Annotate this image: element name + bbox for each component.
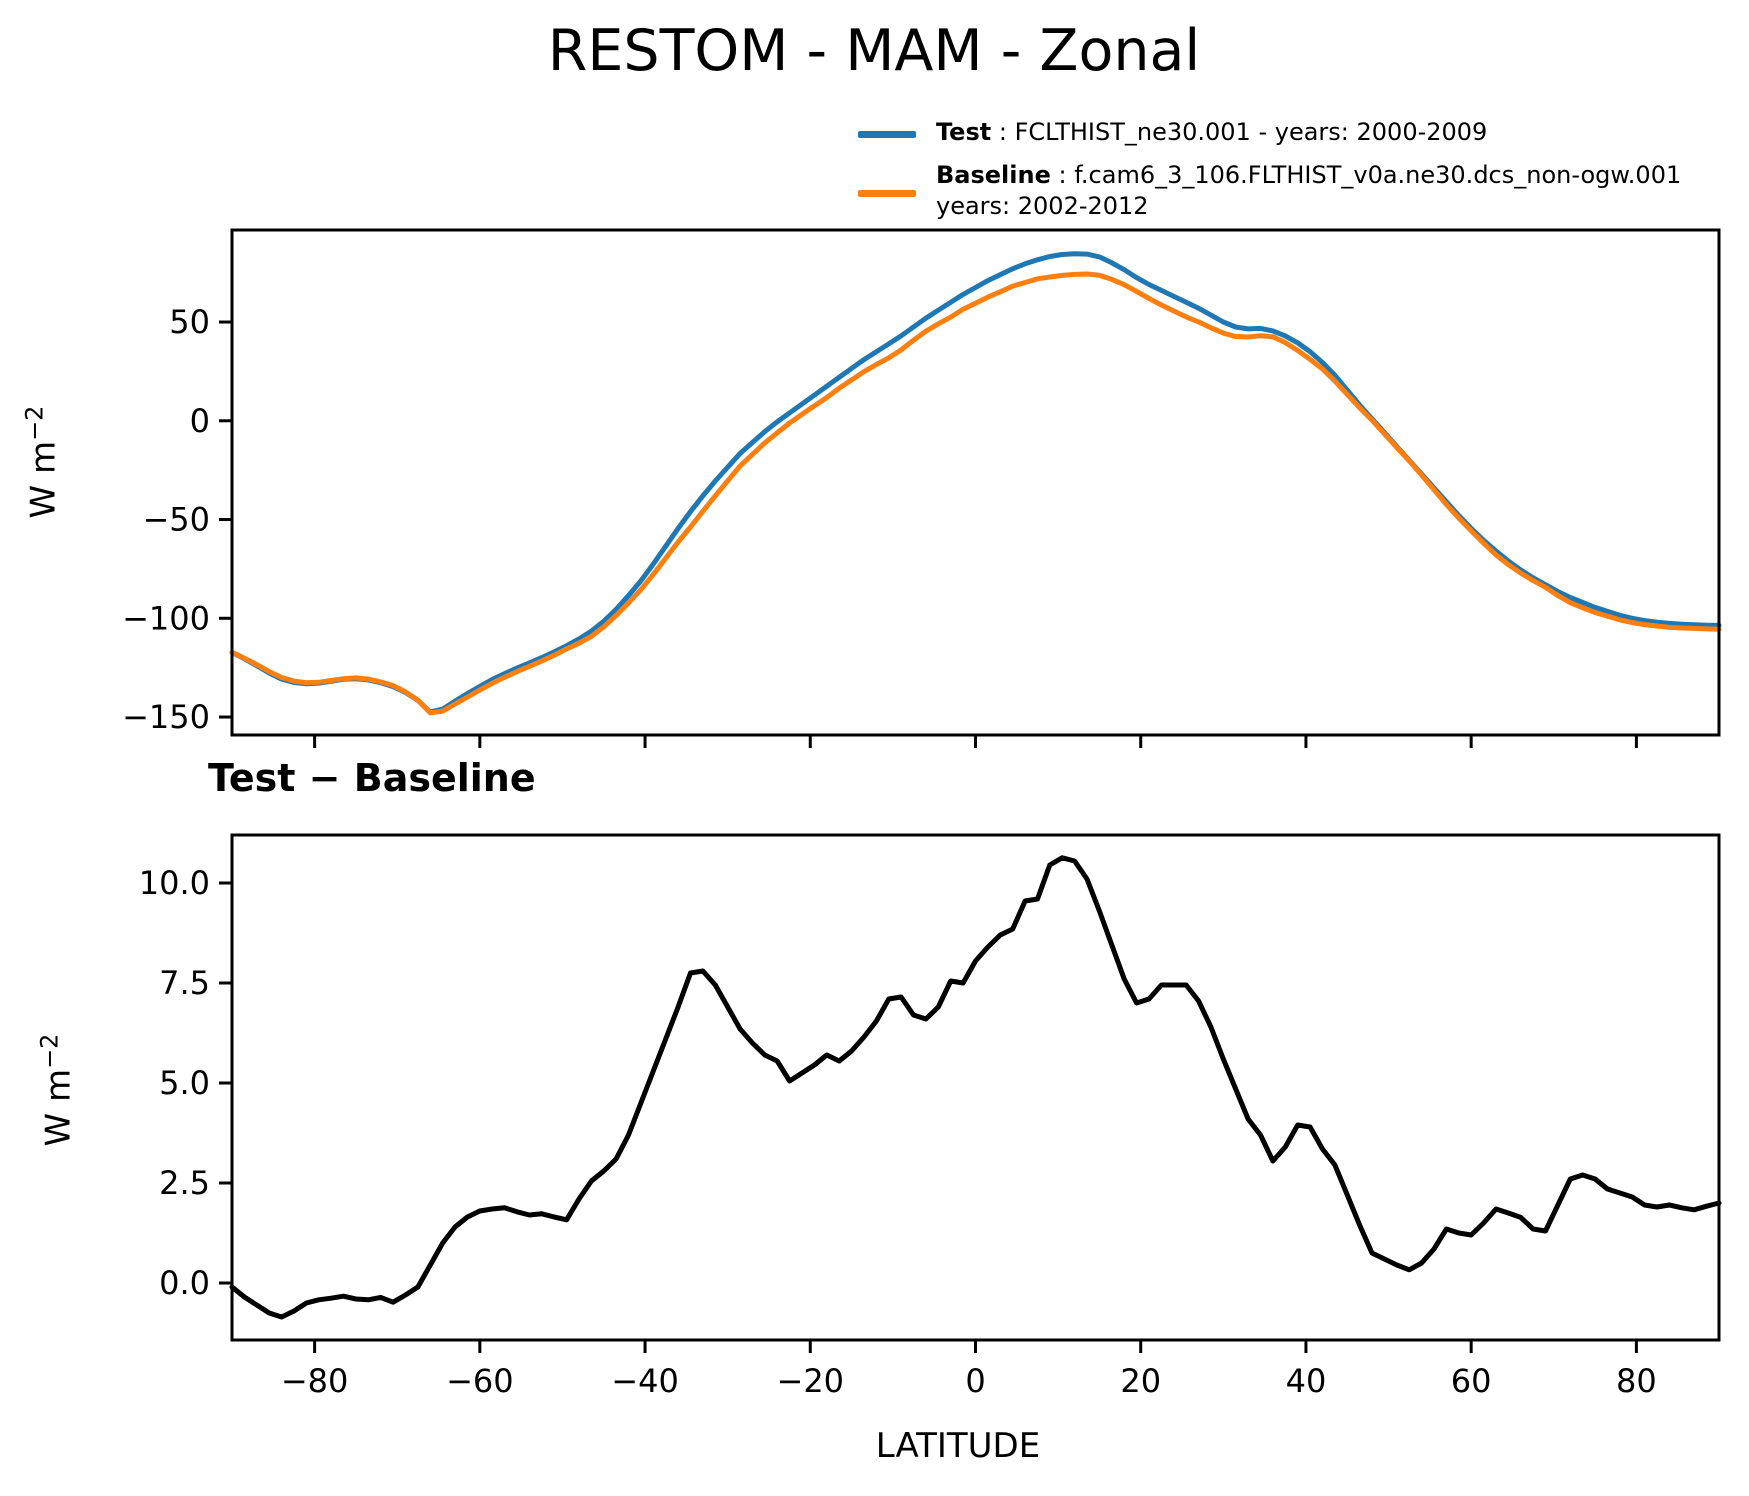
legend-entry-test: Test : FCLTHIST_ne30.001 - years: 2000-2… [936,117,1487,148]
legend-test-sep: : [991,118,1015,146]
test-line [229,251,1722,715]
y-tick-label: −150 [122,698,210,736]
legend-test-label: Test [936,118,992,146]
y-tick-label: 0.0 [159,1264,210,1302]
x-tick-label: 40 [1286,1362,1327,1400]
bottom-ylabel-exponent: −2 [35,1033,64,1069]
y-tick-label: 5.0 [159,1064,210,1102]
top-ylabel-base: W m [23,440,64,519]
y-tick-label: 10.0 [139,864,210,902]
difference-panel: −80 −60 −40 −20 0 20 40 60 80 10.0 7.5 5.0 2.5 0.0 [139,833,1722,1400]
y-tick-label: 50 [169,303,210,341]
legend-baseline-line1: Baseline : f.cam6_3_106.FLTHIST_v0a.ne30… [936,160,1681,191]
x-tick-label: −60 [446,1362,514,1400]
baseline-line-swatch [858,190,916,197]
y-tick-label: 2.5 [159,1164,210,1202]
top-panel-ylabel: W m−2 [20,406,63,519]
x-tick-label: −40 [611,1362,679,1400]
top-ylabel-exponent: −2 [20,405,49,441]
difference-panel-title: Test − Baseline [208,756,536,800]
baseline-line [229,271,1722,716]
axes-spines [230,228,1721,737]
x-tick-label: 80 [1616,1362,1657,1400]
legend-baseline-sep: : [1050,161,1075,189]
x-tick-label: 20 [1120,1362,1161,1400]
y-tick-label: 0 [190,402,210,440]
x-tick-label: 0 [965,1362,985,1400]
x-axis-label: LATITUDE [875,1426,1041,1466]
axes-spines [230,833,1721,1342]
bottom-panel-ylabel: W m−2 [35,1034,78,1147]
x-tick-label: 60 [1451,1362,1492,1400]
bottom-ylabel-base: W m [38,1068,79,1147]
difference-line [229,855,1722,1320]
y-tick-label: 7.5 [159,964,210,1002]
x-tick-label: −20 [777,1362,845,1400]
legend-baseline-label: Baseline [936,161,1051,189]
zonal-mean-panel: 50 0 −50 −100 −150 [122,228,1722,748]
figure-title: RESTOM - MAM - Zonal [547,18,1201,84]
legend-test-desc: FCLTHIST_ne30.001 - years: 2000-2009 [1014,118,1488,146]
x-tick-label: −80 [281,1362,349,1400]
y-tick-label: −100 [122,599,210,637]
legend-entry-baseline: Baseline : f.cam6_3_106.FLTHIST_v0a.ne30… [936,160,1681,222]
y-tick-label: −50 [142,501,210,539]
legend-baseline-desc: f.cam6_3_106.FLTHIST_v0a.ne30.dcs_non-og… [1074,161,1682,189]
test-line-swatch [858,131,916,138]
legend-baseline-line2: years: 2002-2012 [936,192,1149,220]
